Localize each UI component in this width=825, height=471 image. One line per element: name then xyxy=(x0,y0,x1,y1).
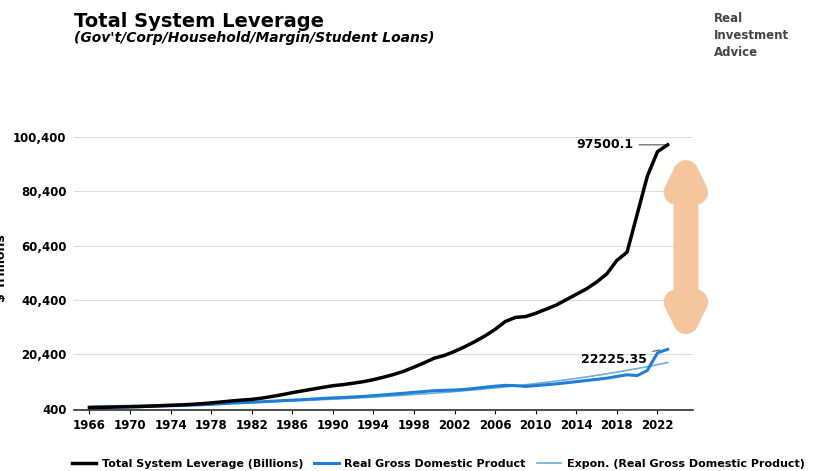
Legend: Total System Leverage (Billions), Real Gross Domestic Product, Expon. (Real Gros: Total System Leverage (Billions), Real G… xyxy=(68,455,809,471)
Text: (Gov't/Corp/Household/Margin/Student Loans): (Gov't/Corp/Household/Margin/Student Loa… xyxy=(74,31,435,45)
Text: Real
Investment
Advice: Real Investment Advice xyxy=(714,12,789,59)
Y-axis label: $ Trillions: $ Trillions xyxy=(0,235,7,302)
Text: 22225.35: 22225.35 xyxy=(582,350,660,365)
Text: Total System Leverage: Total System Leverage xyxy=(74,12,324,31)
Text: 97500.1: 97500.1 xyxy=(577,138,667,151)
